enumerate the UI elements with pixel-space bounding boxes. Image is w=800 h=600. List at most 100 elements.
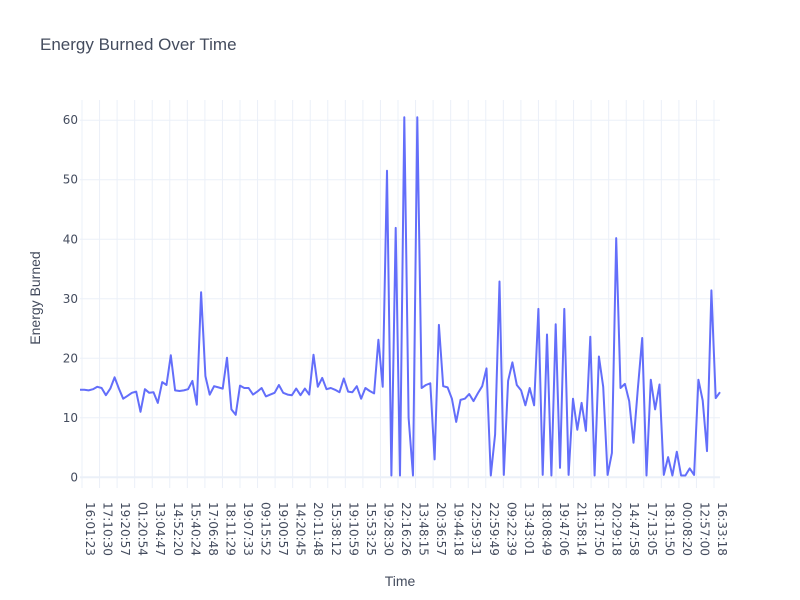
data-point: [96, 385, 99, 388]
data-point: [455, 420, 458, 423]
data-point: [507, 379, 510, 382]
data-point: [472, 400, 475, 403]
data-point: [489, 474, 492, 477]
data-point: [83, 388, 86, 391]
data-point: [113, 376, 116, 379]
data-point: [264, 395, 267, 398]
data-point: [178, 390, 181, 393]
data-point: [511, 361, 514, 364]
data-point: [494, 433, 497, 436]
data-point: [135, 390, 138, 393]
y-tick-label: 50: [63, 173, 78, 187]
data-point: [615, 237, 618, 240]
x-tick-label: 14:52:20: [171, 502, 185, 556]
series-layer: [80, 116, 722, 477]
data-point: [243, 387, 246, 390]
data-point: [156, 401, 159, 404]
x-tick-label: 18:08:49: [539, 502, 553, 556]
x-tick-label: 13:43:01: [522, 502, 536, 556]
data-point: [217, 386, 220, 389]
x-tick-label: 17:06:48: [206, 502, 220, 556]
data-point: [498, 280, 501, 283]
data-point: [221, 387, 224, 390]
data-point: [550, 474, 553, 477]
data-point: [403, 116, 406, 119]
data-point: [368, 390, 371, 393]
data-point: [554, 323, 557, 326]
data-point: [459, 398, 462, 401]
data-point: [567, 473, 570, 476]
x-tick-label: 19:00:57: [276, 502, 290, 556]
data-point: [126, 394, 129, 397]
data-point: [165, 384, 168, 387]
data-point: [399, 474, 402, 477]
data-point: [204, 375, 207, 378]
data-point: [390, 474, 393, 477]
data-point: [671, 474, 674, 477]
data-point: [174, 389, 177, 392]
data-point: [234, 413, 237, 416]
data-point: [429, 382, 432, 385]
data-point: [593, 474, 596, 477]
data-point: [684, 474, 687, 477]
x-tick-label: 17:10:30: [101, 502, 115, 556]
data-point: [91, 388, 94, 391]
x-tick-label: 09:22:39: [504, 502, 518, 556]
data-point: [347, 390, 350, 393]
x-tick-label: 19:47:06: [557, 502, 571, 556]
chart-title: Energy Burned Over Time: [40, 35, 237, 54]
data-point: [667, 456, 670, 459]
data-point: [117, 387, 120, 390]
x-tick-label: 15:53:25: [364, 502, 378, 556]
data-point: [693, 473, 696, 476]
data-point: [200, 291, 203, 294]
series-line: [80, 116, 721, 477]
data-point: [619, 387, 622, 390]
data-point: [299, 394, 302, 397]
data-point: [563, 307, 566, 310]
data-point: [524, 404, 527, 407]
y-axis-title: Energy Burned: [27, 251, 43, 344]
data-point: [541, 473, 544, 476]
data-point: [260, 387, 263, 390]
data-point: [273, 391, 276, 394]
data-point: [589, 335, 592, 338]
x-tick-label: 13:48:15: [417, 502, 431, 556]
data-point: [714, 397, 717, 400]
x-tick-label: 19:10:59: [346, 502, 360, 556]
data-point: [407, 416, 410, 419]
data-point: [148, 391, 151, 394]
data-point: [424, 384, 427, 387]
x-tick-label: 19:20:57: [118, 502, 132, 556]
data-point: [416, 116, 419, 119]
data-point: [697, 378, 700, 381]
data-point: [701, 399, 704, 402]
data-point: [571, 397, 574, 400]
data-point: [437, 323, 440, 326]
data-point: [208, 393, 211, 396]
data-point: [719, 391, 722, 394]
data-point: [411, 474, 414, 477]
data-point: [623, 382, 626, 385]
x-tick-label: 22:59:31: [469, 502, 483, 556]
x-tick-label: 16:33:18: [715, 502, 729, 556]
data-point: [355, 385, 358, 388]
data-point: [373, 392, 376, 395]
data-point: [706, 450, 709, 453]
data-point: [654, 408, 657, 411]
data-point: [442, 385, 445, 388]
data-point: [559, 466, 562, 469]
data-point: [169, 354, 172, 357]
x-tick-label: 22:59:49: [487, 502, 501, 556]
data-point: [658, 383, 661, 386]
data-point: [580, 401, 583, 404]
x-tick-label: 13:04:47: [153, 502, 167, 556]
data-point: [329, 387, 332, 390]
data-point: [446, 386, 449, 389]
data-point: [602, 385, 605, 388]
data-point: [213, 385, 216, 388]
data-point: [139, 410, 142, 413]
data-point: [351, 391, 354, 394]
data-point: [256, 390, 259, 393]
data-point: [191, 379, 194, 382]
